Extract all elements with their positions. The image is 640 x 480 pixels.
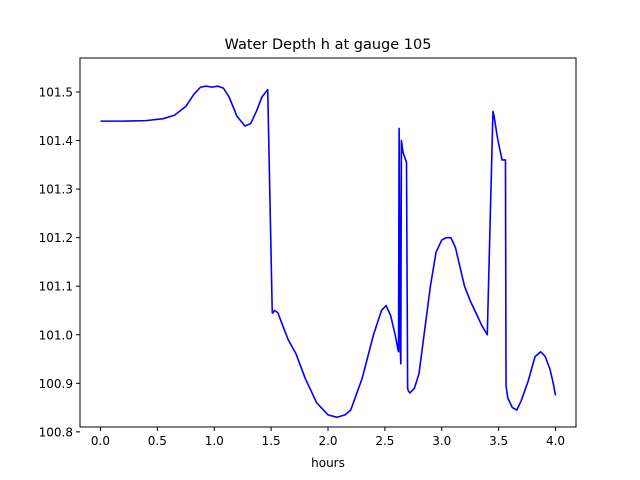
series-line — [100, 85, 557, 419]
y-tick-label: 101.0 — [39, 328, 73, 342]
x-tick-label: 4.0 — [546, 434, 565, 448]
x-tick-label: 0.5 — [148, 434, 167, 448]
y-tick-label: 101.5 — [39, 85, 73, 99]
y-tick-label: 101.3 — [39, 183, 73, 197]
y-tick-label: 101.4 — [39, 134, 73, 148]
chart-title: Water Depth h at gauge 105 — [225, 37, 432, 53]
x-tick-label: 1.0 — [205, 434, 224, 448]
x-tick-label: 1.5 — [262, 434, 281, 448]
y-tick-label: 100.9 — [39, 377, 73, 391]
y-tick-label: 101.1 — [39, 280, 73, 294]
x-axis-ticks: 0.0 0.5 1.0 1.5 2.0 2.5 3.0 3.5 4.0 — [91, 427, 565, 448]
plot-area — [100, 85, 557, 419]
x-axis-label: hours — [311, 456, 345, 470]
y-axis-ticks: 100.8 100.9 101.0 101.1 101.2 101.3 101.4 101.5 — [39, 85, 80, 439]
x-tick-label: 0.0 — [91, 434, 110, 448]
x-tick-label: 2.5 — [375, 434, 394, 448]
y-tick-label: 100.8 — [39, 425, 73, 439]
x-tick-label: 3.5 — [489, 434, 508, 448]
x-tick-label: 3.0 — [432, 434, 451, 448]
x-tick-label: 2.0 — [318, 434, 337, 448]
y-tick-label: 101.2 — [39, 231, 73, 245]
